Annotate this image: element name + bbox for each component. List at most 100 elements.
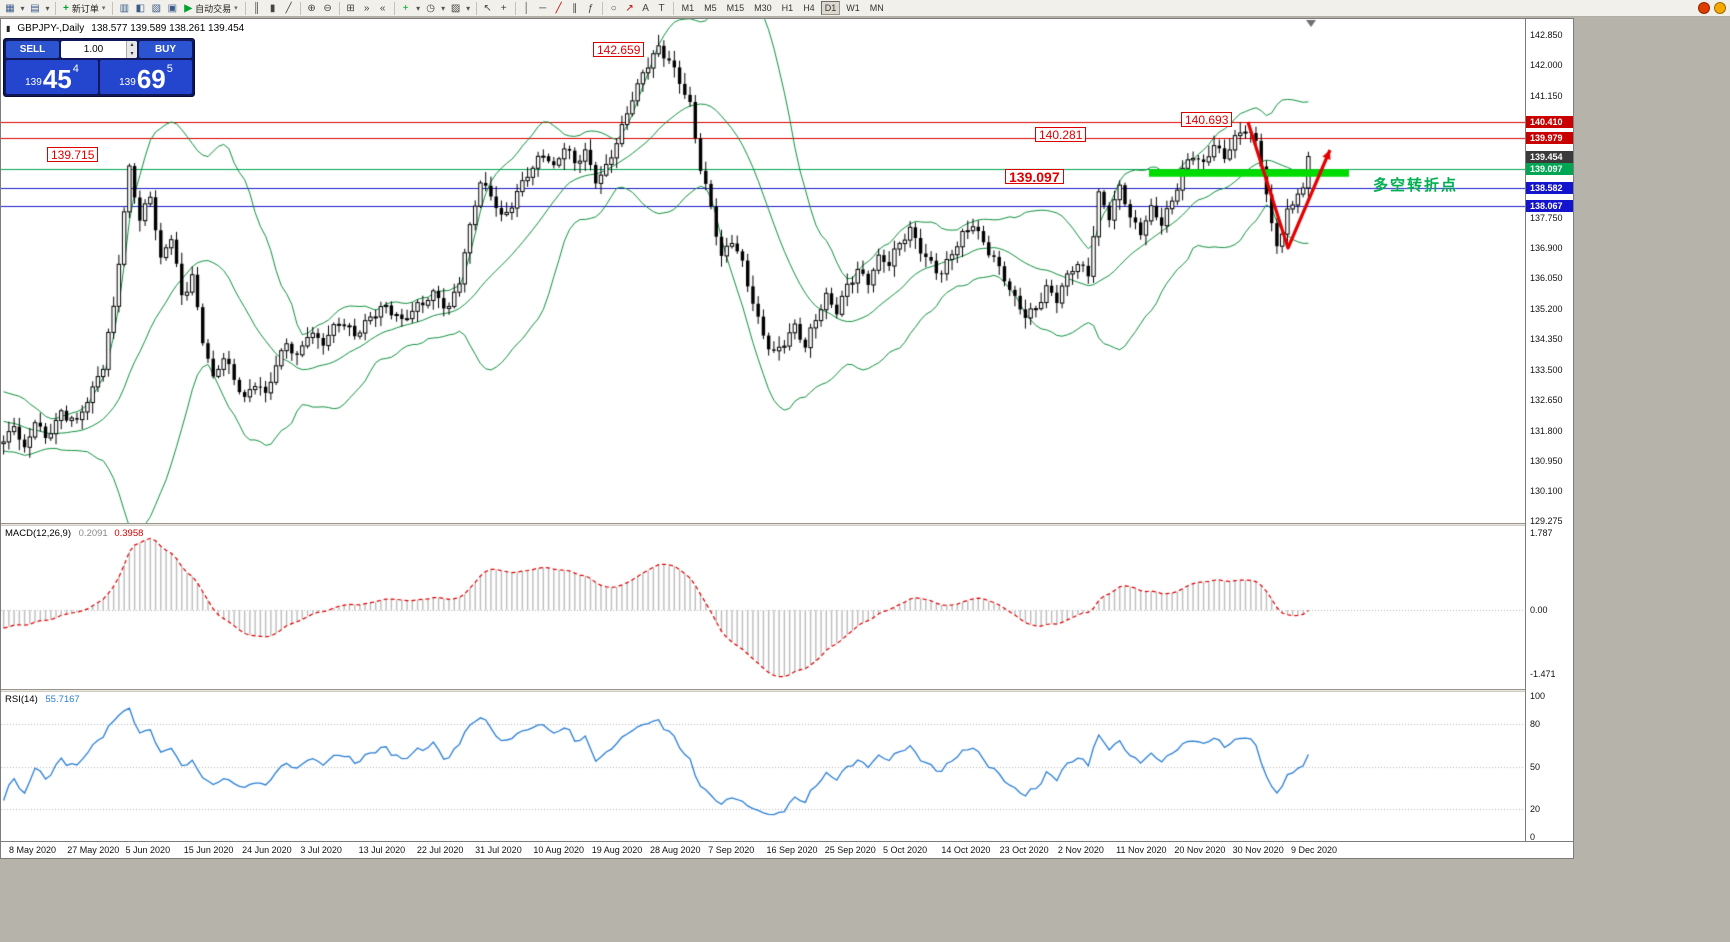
terminal-icon[interactable]: ▣ (167, 2, 178, 14)
auto-trading-button[interactable]: ▶ 自动交易 ▾ (180, 1, 241, 16)
auto-scroll-icon[interactable]: » (363, 2, 370, 14)
zoom-out-icon[interactable]: ⊖ (323, 2, 332, 14)
price-scale-tick: 132.650 (1530, 395, 1563, 406)
periods-dropdown-icon[interactable]: ▾ (441, 3, 446, 13)
toolbar-separator (112, 1, 114, 15)
one-click-trading-panel: SELL 1.00 ▴ ▾ BUY 139 45 4 (3, 38, 195, 97)
price-scale-tick: 136.900 (1530, 243, 1563, 253)
volume-increase-icon[interactable]: ▴ (127, 41, 137, 50)
text-label-icon[interactable]: T (658, 2, 665, 14)
price-scale-badge: 139.454 (1526, 150, 1573, 163)
timeframe-h4-button[interactable]: H4 (803, 3, 815, 13)
ask-big-digits: 69 (136, 64, 166, 94)
time-axis-label: 14 Oct 2020 (941, 845, 991, 855)
sell-price-display[interactable]: 139 45 4 (6, 60, 98, 94)
price-chart-canvas[interactable] (1, 19, 1525, 523)
price-scale-badge: 139.979 (1526, 131, 1573, 144)
new-chart-dropdown-icon[interactable]: ▾ (20, 3, 25, 13)
timeframe-m1-button[interactable]: M1 (681, 3, 695, 13)
price-scale-tick: 129.275 (1530, 515, 1563, 526)
text-icon[interactable]: A (642, 2, 649, 14)
market-watch-icon[interactable]: ▥ (119, 2, 130, 14)
time-axis[interactable]: 8 May 2020 27 May 2020 5 Jun 2020 15 Jun 20… (1, 841, 1573, 858)
ask-pip-digit: 5 (166, 63, 173, 75)
indicators-icon[interactable]: + (402, 2, 409, 14)
rsi-pane-canvas[interactable] (1, 692, 1525, 841)
new-order-button[interactable]: + 新订单 ▾ (59, 1, 109, 16)
price-label-annotation[interactable]: 140.693 (1181, 112, 1233, 128)
buy-button[interactable]: BUY (139, 41, 192, 58)
macd-pane-canvas[interactable] (1, 526, 1525, 689)
profiles-dropdown-icon[interactable]: ▾ (45, 3, 50, 13)
time-axis-label: 10 Aug 2020 (533, 845, 584, 855)
community-status-icon[interactable] (1698, 2, 1710, 14)
bid-big-digits: 45 (42, 64, 72, 94)
connection-status-icon[interactable] (1714, 2, 1726, 14)
timeframe-d1-button[interactable]: D1 (820, 1, 841, 15)
pane-separator-rsi[interactable] (1, 689, 1573, 692)
vertical-line-icon[interactable]: │ (523, 2, 530, 14)
dropdown-icon: ▾ (101, 5, 106, 12)
timeframe-m15-button[interactable]: M15 (726, 3, 745, 13)
timeframe-mn-button[interactable]: MN (869, 3, 884, 13)
time-axis-label: 31 Jul 2020 (475, 845, 522, 855)
time-axis-label: 2 Nov 2020 (1057, 845, 1104, 855)
profiles-icon[interactable]: ▤ (30, 2, 40, 14)
macd-scale-label: 1.787 (1530, 527, 1553, 538)
crosshair-icon[interactable]: + (500, 2, 507, 14)
rsi-scale-label: 50 (1530, 761, 1541, 772)
sell-button[interactable]: SELL (6, 41, 59, 58)
time-axis-label: 28 Aug 2020 (649, 845, 701, 855)
time-axis-label: 24 Jun 2020 (242, 845, 292, 855)
candle-chart-mode-icon[interactable]: ▮ (269, 2, 276, 14)
cursor-icon[interactable]: ↖ (483, 2, 492, 14)
price-label-annotation[interactable]: 140.281 (1035, 126, 1087, 142)
templates-icon[interactable]: ▨ (450, 2, 461, 14)
templates-dropdown-icon[interactable]: ▾ (466, 3, 471, 13)
horizontal-line-icon[interactable]: ─ (539, 2, 547, 14)
ohlc-values-label: 138.577 139.589 138.261 139.454 (91, 23, 245, 34)
price-label-annotation[interactable]: 139.715 (47, 147, 99, 163)
trendline-icon[interactable]: ╱ (555, 2, 562, 14)
macd-indicator-header: MACD(12,26,9) 0.2091 0.3958 (5, 528, 143, 539)
line-chart-mode-icon[interactable]: ╱ (285, 2, 292, 14)
timeframe-w1-button[interactable]: W1 (846, 3, 860, 13)
toolbar-separator (55, 1, 56, 15)
time-axis-label: 7 Sep 2020 (708, 845, 755, 855)
timeframe-h1-button[interactable]: H1 (781, 3, 794, 13)
rsi-scale-label: 100 (1530, 691, 1546, 701)
channel-icon[interactable]: ∥ (572, 2, 578, 14)
time-axis-label: 30 Nov 2020 (1232, 845, 1284, 855)
buy-price-display[interactable]: 139 69 5 (100, 60, 192, 94)
fibonacci-icon[interactable]: ƒ (587, 2, 594, 14)
price-label-annotation[interactable]: 142.659 (593, 41, 645, 57)
price-label-annotation[interactable]: 139.097 (1005, 169, 1064, 185)
chart-shift-icon[interactable]: « (379, 2, 386, 14)
new-chart-icon[interactable]: ▦ (5, 2, 15, 14)
indicators-dropdown-icon[interactable]: ▾ (416, 3, 421, 13)
time-axis-label: 13 Jul 2020 (358, 845, 406, 855)
shapes-icon[interactable]: ○ (610, 2, 617, 14)
volume-input[interactable]: 1.00 ▴ ▾ (61, 41, 137, 58)
rsi-scale-label: 0 (1530, 832, 1536, 842)
bar-chart-mode-icon[interactable]: ║ (253, 2, 261, 14)
timeframe-m30-button[interactable]: M30 (754, 3, 772, 13)
time-axis-label: 25 Sep 2020 (824, 845, 876, 855)
dropdown-icon: ▾ (234, 5, 238, 12)
time-axis-label: 27 May 2020 (67, 845, 120, 855)
arrows-icon[interactable]: ↗ (625, 2, 634, 14)
periods-icon[interactable]: ◷ (426, 2, 435, 14)
symbol-period-label: GBPJPY-,Daily (17, 23, 85, 34)
auto-trading-button-label: 自动交易 (195, 3, 232, 14)
time-axis-label: 8 May 2020 (9, 845, 57, 855)
navigator-icon[interactable]: ▧ (151, 2, 162, 14)
tile-windows-icon[interactable]: ⊞ (346, 2, 355, 14)
zoom-in-icon[interactable]: ⊕ (307, 2, 316, 14)
timeframe-m5-button[interactable]: M5 (704, 3, 717, 13)
volume-decrease-icon[interactable]: ▾ (127, 49, 137, 58)
turning-point-annotation[interactable]: 多空转折点 (1373, 177, 1459, 194)
data-window-icon[interactable]: ◧ (135, 2, 146, 14)
macd-scale-label: -1.471 (1530, 668, 1556, 679)
price-scale-axis[interactable]: 142.850 142.000 141.150 137.750 136.900 136.0… (1525, 19, 1573, 842)
pane-separator-macd[interactable] (1, 523, 1573, 526)
